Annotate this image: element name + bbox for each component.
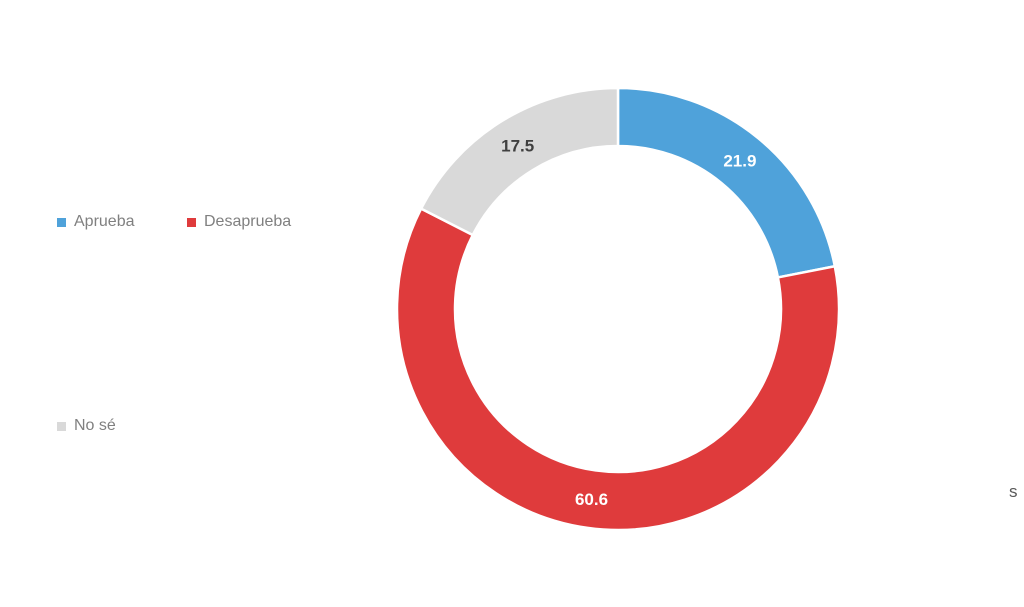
donut-chart: 21.9 60.6 17.5 [395, 86, 841, 532]
legend-marker-desaprueba [187, 217, 196, 227]
data-label-no-se: 17.5 [501, 136, 534, 155]
data-label-desaprueba: 60.6 [575, 490, 608, 509]
legend-item-aprueba[interactable]: Aprueba [57, 214, 135, 230]
legend-label-aprueba: Aprueba [74, 213, 135, 230]
donut-slice-desaprueba[interactable] [395, 207, 841, 532]
legend-marker-aprueba [57, 217, 66, 227]
donut-slice-no-se[interactable] [419, 86, 620, 237]
source-text-fragment: s [1009, 482, 1018, 501]
data-label-aprueba: 21.9 [723, 152, 756, 171]
legend-item-no-se[interactable]: No sé [57, 418, 116, 434]
donut-slice-aprueba[interactable] [616, 86, 837, 279]
legend-item-desaprueba[interactable]: Desaprueba [187, 214, 291, 230]
legend-label-no-se: No sé [74, 417, 116, 434]
legend-label-desaprueba: Desaprueba [204, 213, 292, 230]
legend-marker-no-se [57, 421, 66, 431]
